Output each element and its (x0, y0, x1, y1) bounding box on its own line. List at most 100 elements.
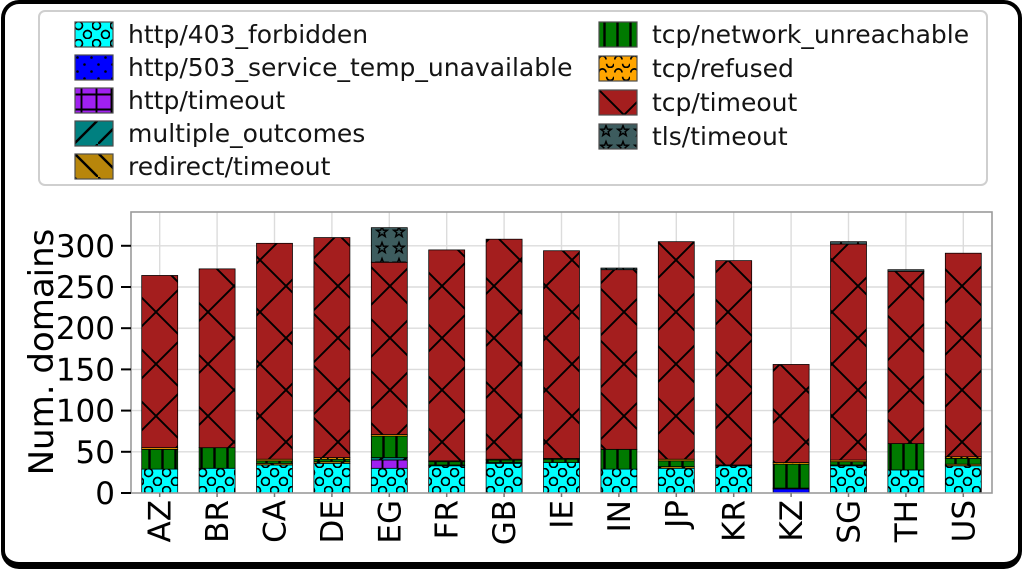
legend-swatch-star-icon (598, 123, 638, 150)
y-axis: 0 50 100 150 200 250 300 (56, 229, 131, 512)
bar-segment-hatch (256, 464, 293, 493)
bar-BR (198, 268, 236, 494)
bar-segment-hatch (371, 227, 408, 263)
bar-GB (485, 238, 523, 494)
bar-segment-hatch (141, 469, 178, 493)
bar-segment-hatch (486, 462, 523, 464)
bar-CA (256, 242, 293, 494)
bar-segment-edge (772, 364, 810, 463)
bar-segment-edge (715, 260, 753, 466)
y-tick-label: 0 (95, 476, 115, 512)
x-tick-label: EG (372, 500, 408, 544)
bar-segment-edge (944, 252, 982, 458)
x-tick-label: GB (487, 500, 523, 545)
bar-segment-hatch (773, 488, 810, 489)
bar-segment-hatch (715, 464, 752, 466)
legend-swatch-vline-icon (598, 21, 638, 48)
legend-label: redirect/timeout (128, 152, 331, 182)
bar-segment-hatch (658, 241, 695, 460)
bar-segment-hatch (199, 447, 236, 469)
bar-segment-hatch (773, 462, 810, 465)
x-tick-label: IN (602, 500, 638, 532)
legend-swatch-backslash-icon (74, 153, 114, 181)
bar-segment-hatch (830, 465, 867, 493)
legend-label: tcp/timeout (652, 88, 798, 117)
bar-segment-hatch (256, 243, 293, 460)
legend-item-http-timeout: http/timeout (74, 84, 598, 116)
bar-segment-edge (657, 241, 695, 460)
bar-segment-hatch (199, 268, 236, 448)
bar-segment-edge (830, 241, 867, 245)
bar-JP (657, 241, 695, 494)
x-tick-label: BR (200, 500, 236, 543)
legend-item-http-503-service-temp-unavailable: http/503_service_temp_unavailable (74, 51, 598, 83)
legend-column-1: http/403_forbidden http/503_service_temp_… (40, 18, 598, 184)
bar-EG (370, 227, 408, 494)
bar-segment-hatch (658, 460, 695, 467)
x-tick-label: CA (258, 500, 294, 543)
x-tick-label: IE (545, 500, 581, 529)
bar-segment-hatch (830, 464, 867, 466)
bar-segment-hatch (486, 459, 523, 461)
bar-segment-hatch (543, 250, 580, 459)
legend-label: http/403_forbidden (128, 19, 369, 49)
x-axis: AZ BR CA DE EG FR GB IE IN JP KR KZ SG TH US (143, 493, 982, 545)
bar-segment-edge (141, 275, 179, 449)
bar-segment-hatch (428, 460, 465, 462)
x-tick-label: DE (315, 500, 351, 543)
y-tick-label: 250 (56, 270, 115, 306)
bar-segment-hatch (371, 457, 408, 461)
bar-DE (313, 237, 351, 494)
legend-item-tcp-network-unreachable: tcp/network_unreachable (598, 18, 986, 51)
bar-segment-hatch (141, 275, 178, 448)
legend-item-tcp-timeout: tcp/timeout (598, 86, 986, 119)
bar-US (944, 252, 982, 494)
bar-segment-hatch (830, 461, 867, 465)
bar-segment-hatch (600, 469, 637, 493)
legend-label: http/503_service_temp_unavailable (128, 52, 573, 82)
legend-label: tls/timeout (652, 122, 788, 151)
bar-segment-hatch (486, 460, 523, 463)
bar-AZ (141, 275, 179, 494)
bar-segment-hatch (715, 260, 752, 465)
bar-segment-hatch (773, 464, 810, 489)
bar-segment-hatch (543, 462, 580, 493)
bar-segment-hatch (371, 460, 408, 469)
bar-segment-edge (887, 269, 925, 272)
bar-FR (428, 249, 466, 494)
bar-segment-hatch (486, 239, 523, 460)
bar-segment-hatch (313, 461, 350, 464)
legend-swatch-dot-icon (74, 54, 114, 81)
bar-KZ (772, 364, 810, 494)
bar-segment-hatch (428, 461, 465, 465)
bar-segment-hatch (141, 449, 178, 470)
bar-segment-hatch (945, 253, 982, 457)
bar-IE (543, 250, 580, 494)
bar-segment-hatch (887, 269, 924, 272)
bar-segment-hatch (543, 459, 580, 463)
y-tick-label: 50 (76, 435, 115, 471)
bar-segment-hatch (773, 364, 810, 463)
legend: http/403_forbidden http/503_service_temp_… (38, 10, 988, 186)
bar-segment-hatch (658, 466, 695, 469)
bar-segment-hatch (313, 237, 350, 458)
bar-segment-hatch (773, 488, 810, 493)
x-tick-label: SG (832, 500, 868, 544)
bar-TH (887, 269, 925, 494)
bar-segment-hatch (715, 465, 752, 493)
legend-swatch-plus-icon (74, 87, 114, 114)
legend-item-redirect-timeout: redirect/timeout (74, 151, 598, 183)
bar-segment-hatch (256, 459, 293, 461)
legend-item-multiple-outcomes: multiple_outcomes (74, 118, 598, 150)
bar-segment-hatch (945, 464, 982, 466)
bar-segment-hatch (428, 464, 465, 466)
legend-swatch-circle-icon (74, 20, 114, 48)
bar-segment-hatch (313, 463, 350, 493)
x-tick-label: US (946, 500, 982, 542)
legend-label: tcp/refused (652, 54, 794, 83)
bar-segment-hatch (887, 469, 924, 493)
bar-segment-edge (313, 237, 351, 458)
bar-segment-hatch (600, 449, 637, 470)
legend-label: multiple_outcomes (128, 119, 366, 149)
